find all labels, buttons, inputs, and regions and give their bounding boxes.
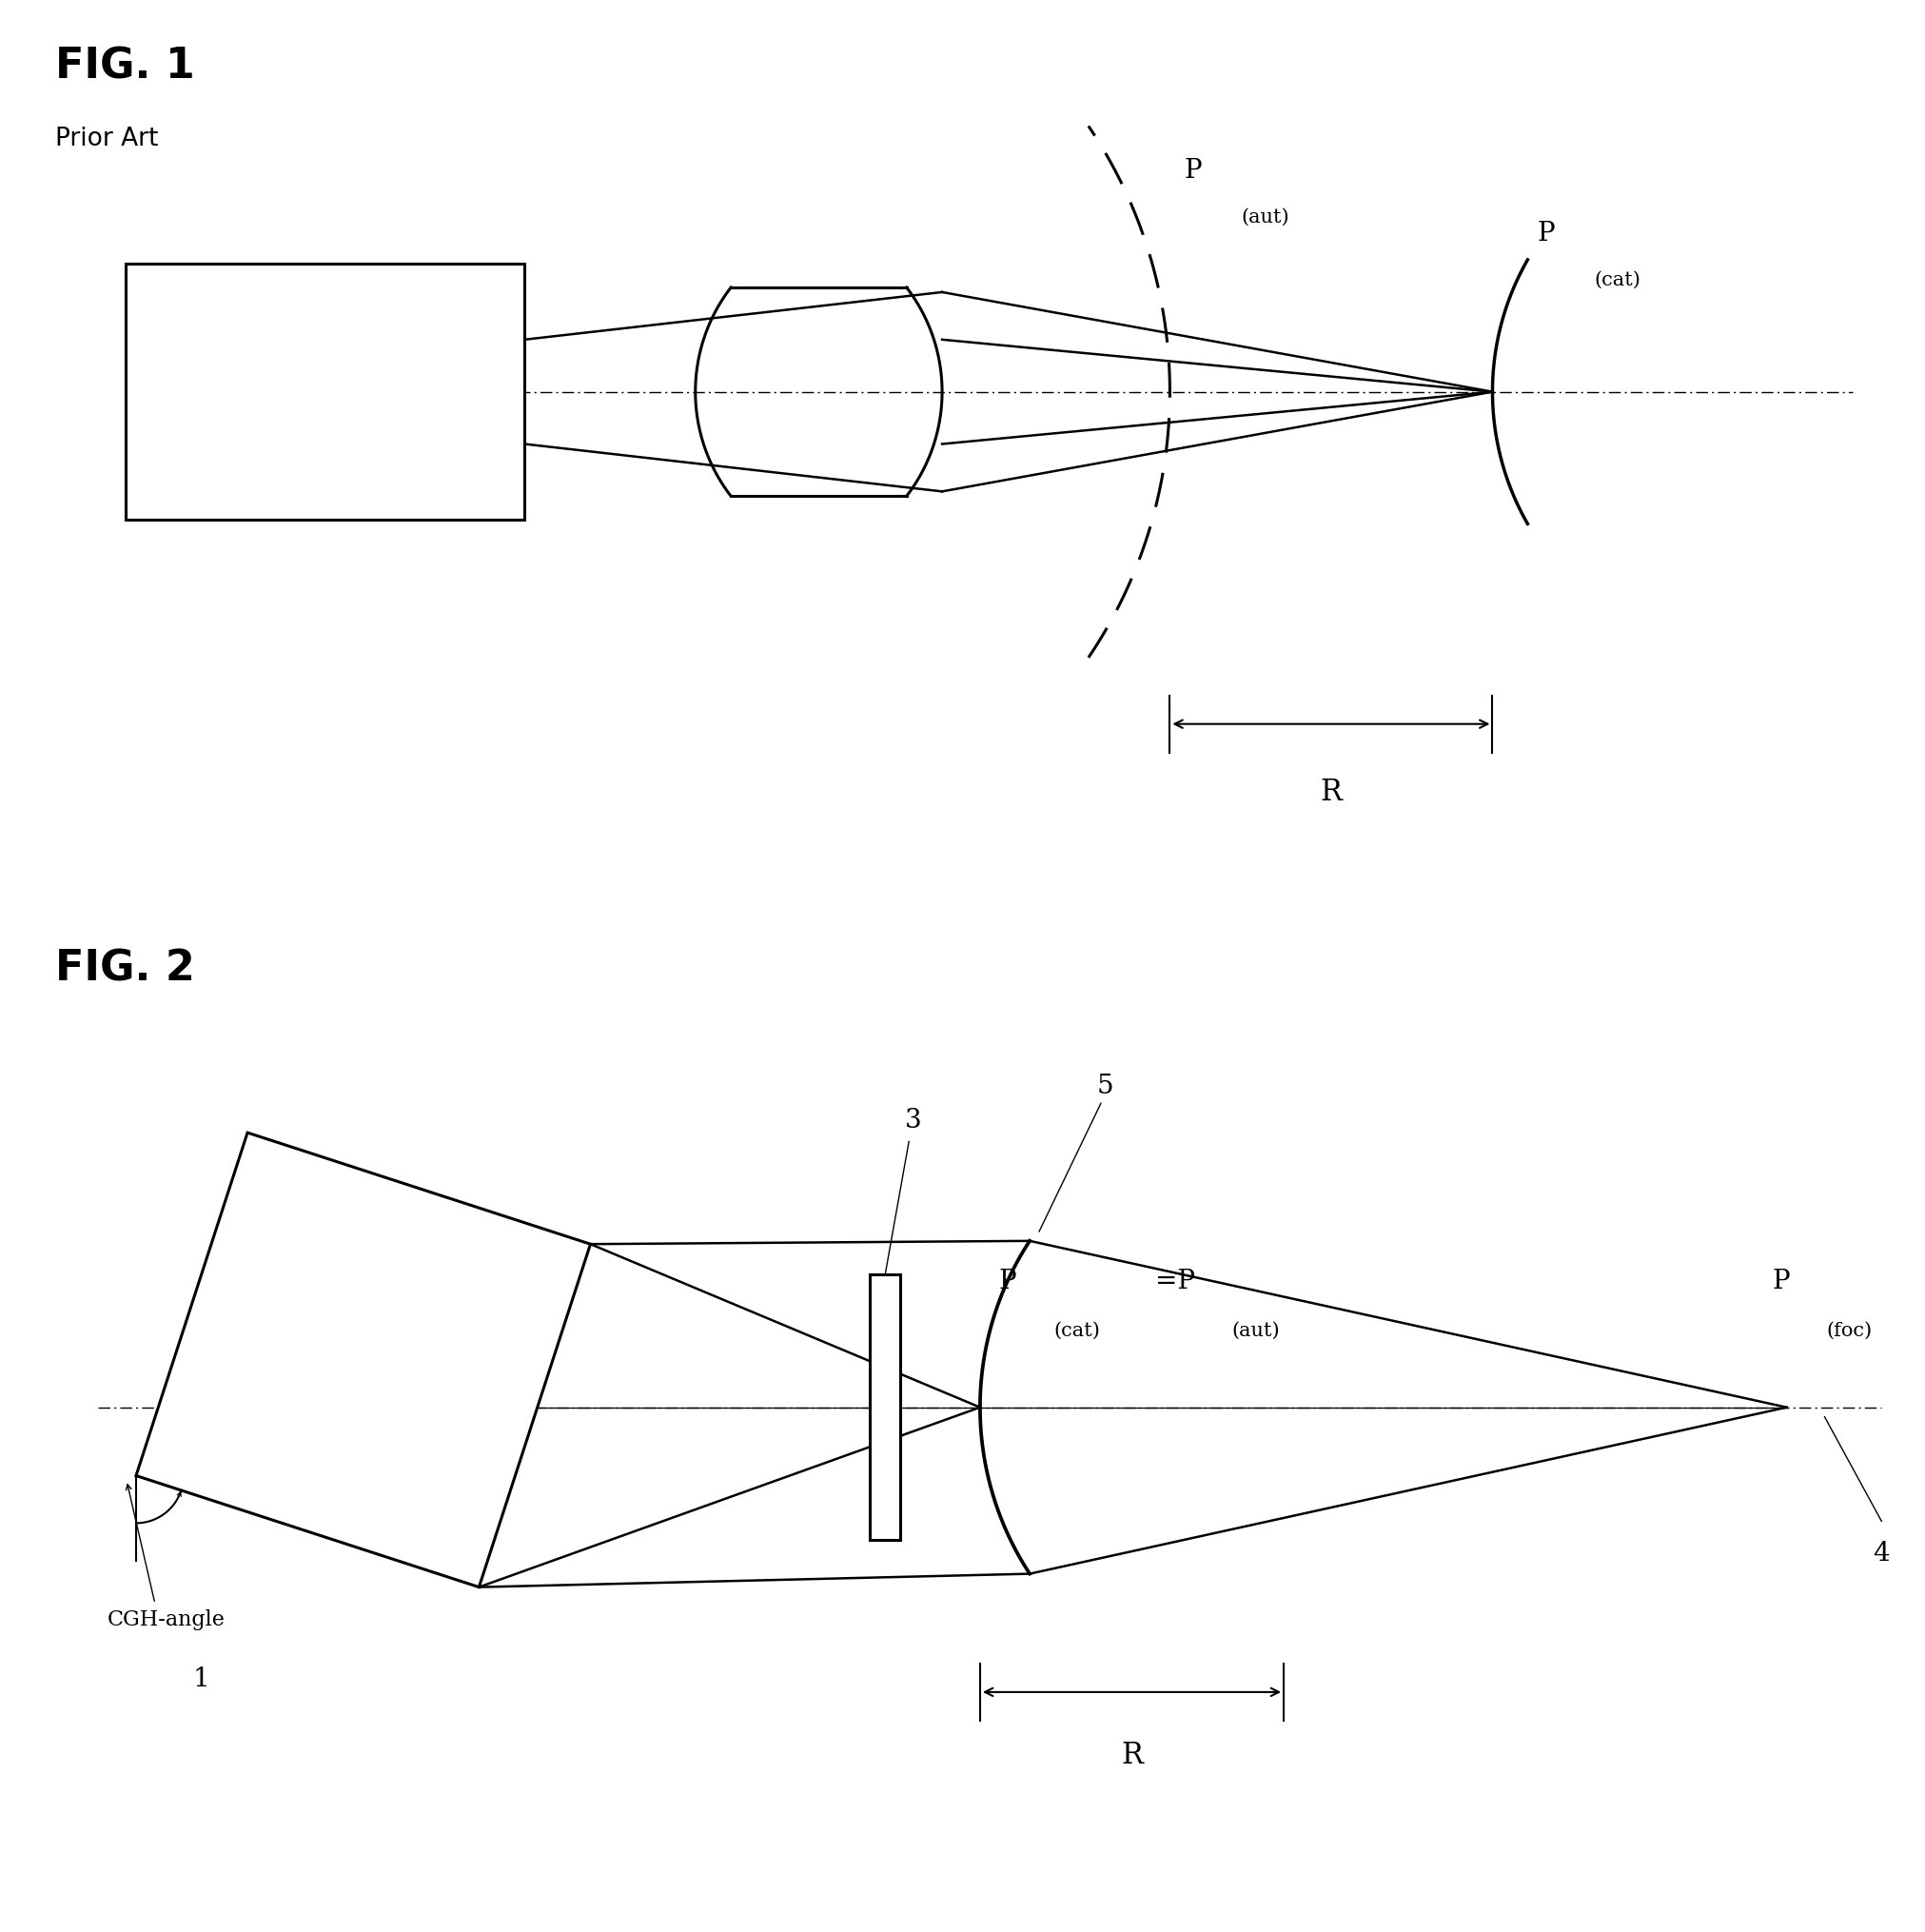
Bar: [870, 1275, 899, 1540]
Text: P: P: [1771, 1267, 1788, 1294]
Text: P: P: [999, 1267, 1016, 1294]
Text: Prior Art: Prior Art: [54, 128, 158, 151]
Text: R: R: [1120, 1739, 1142, 1770]
Text: (foc): (foc): [1825, 1321, 1871, 1339]
Bar: [125, 265, 524, 520]
Text: P: P: [1536, 220, 1553, 247]
Text: (aut): (aut): [1240, 209, 1288, 226]
Text: FIG. 1: FIG. 1: [54, 46, 194, 87]
Text: 3: 3: [905, 1107, 922, 1132]
Text: CGH-angle: CGH-angle: [108, 1609, 225, 1629]
Text: P: P: [1184, 158, 1201, 184]
Text: =P: =P: [1155, 1267, 1195, 1294]
Text: (aut): (aut): [1230, 1321, 1278, 1339]
Text: 1: 1: [193, 1665, 210, 1690]
Text: R: R: [1321, 777, 1342, 806]
Polygon shape: [137, 1132, 591, 1588]
Text: 4: 4: [1873, 1540, 1888, 1567]
Text: 5: 5: [1097, 1074, 1113, 1099]
Text: FIG. 2: FIG. 2: [54, 947, 194, 989]
Text: (cat): (cat): [1053, 1321, 1099, 1339]
Text: (cat): (cat): [1594, 270, 1640, 290]
